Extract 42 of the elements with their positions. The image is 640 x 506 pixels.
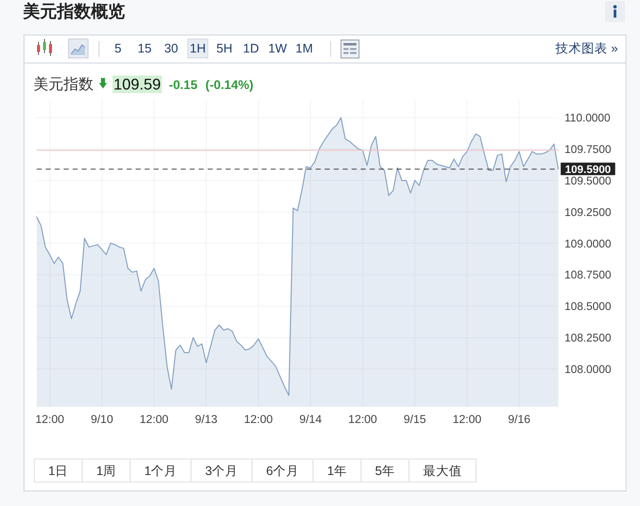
range-label: 3个月 bbox=[205, 464, 238, 478]
y-tick: 108.7500 bbox=[564, 270, 612, 282]
interval-label: 1H bbox=[190, 42, 206, 56]
range-label: 1周 bbox=[96, 464, 116, 478]
y-tick: 108.2500 bbox=[564, 332, 612, 345]
y-tick: 109.5000 bbox=[564, 175, 612, 188]
y-tick: 110.0000 bbox=[564, 112, 610, 125]
interval-label: 30 bbox=[164, 42, 178, 56]
range-label: 1年 bbox=[327, 464, 348, 478]
title: 美元指数概览 bbox=[23, 2, 125, 21]
interval-label: 1D bbox=[243, 42, 259, 56]
x-tick: 12:00 bbox=[35, 414, 64, 426]
y-tick: 109.7500 bbox=[564, 144, 612, 156]
x-tick: 9/10 bbox=[90, 414, 114, 426]
subtitle: 109.59 bbox=[114, 76, 161, 94]
x-tick: 12:00 bbox=[452, 414, 482, 426]
interval-label: 5H bbox=[216, 42, 232, 56]
range-label: 6个月 bbox=[266, 464, 300, 478]
range-label: 1个月 bbox=[144, 464, 178, 478]
x-tick: 12:00 bbox=[140, 414, 168, 426]
y-tick: 108.0000 bbox=[564, 364, 612, 376]
range-label: 1日 bbox=[48, 464, 68, 478]
x-tick: 9/13 bbox=[195, 414, 218, 426]
range-label: 最大值 bbox=[422, 464, 462, 478]
x-tick: 12:00 bbox=[348, 414, 378, 426]
interval-label: 15 bbox=[138, 42, 152, 56]
x-tick: 9/16 bbox=[508, 414, 530, 426]
interval-label: 1W bbox=[268, 42, 287, 56]
range-label: 5年 bbox=[375, 464, 395, 478]
x-tick: 9/15 bbox=[404, 414, 426, 426]
interval-label: 5 bbox=[114, 42, 122, 56]
subtitle: 美元指数 bbox=[34, 76, 94, 93]
interval-label: 1M bbox=[296, 42, 313, 56]
ref-label: 109.5900 bbox=[565, 164, 611, 176]
subtitle: -0.15 bbox=[168, 78, 198, 92]
y-tick: 108.5000 bbox=[564, 301, 612, 314]
x-tick: 9/14 bbox=[299, 414, 322, 426]
link-label: 技术图表 » bbox=[556, 42, 618, 56]
x-tick: 12:00 bbox=[244, 414, 273, 426]
y-tick: 109.0000 bbox=[564, 238, 612, 250]
y-tick: 109.2500 bbox=[564, 206, 612, 219]
subtitle: (-0.14%) bbox=[205, 78, 254, 92]
